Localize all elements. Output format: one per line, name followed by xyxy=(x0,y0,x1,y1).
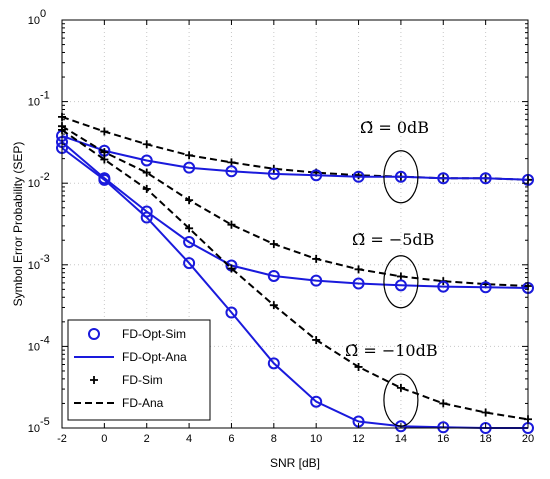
annotation-ellipse xyxy=(383,150,419,204)
legend-label: FD-Ana xyxy=(122,396,164,410)
x-axis-ticks: -2 0 2 4 6 8 10 12 14 16 18 20 xyxy=(57,20,534,445)
y-tick-label: 10 xyxy=(28,15,40,27)
fd-opt-sim-marker xyxy=(437,172,450,185)
y-tick-exponent: -1 xyxy=(40,90,50,102)
y-tick-label: 10 xyxy=(28,260,40,272)
fd-opt-sim-marker xyxy=(394,420,407,433)
x-tick-label: 14 xyxy=(395,433,407,445)
y-axis-title: Symbol Error Probability (SEP) xyxy=(11,142,25,307)
fd-opt-sim-marker xyxy=(183,257,196,270)
fd-opt-sim-marker xyxy=(394,279,407,292)
fd-sim-marker xyxy=(312,254,321,263)
y-tick-exponent: -2 xyxy=(40,171,50,183)
fd-opt-sim-marker xyxy=(352,170,365,183)
y-tick-exponent: -4 xyxy=(40,334,50,346)
y-tick-exponent: -5 xyxy=(40,416,50,428)
legend-circle-icon xyxy=(88,328,100,340)
fd-opt-sim-marker xyxy=(310,274,323,287)
fd-sim-marker xyxy=(142,168,151,177)
y-tick-exponent: -3 xyxy=(40,253,50,265)
fd-opt-sim-marker xyxy=(183,161,196,174)
x-tick-label: 20 xyxy=(522,433,534,445)
x-tick-label: 16 xyxy=(437,433,449,445)
fd-opt-sim-marker xyxy=(437,421,450,434)
fd-opt-sim-marker xyxy=(479,172,492,185)
fd-sim-marker xyxy=(396,272,405,281)
fd-opt-ana-curve xyxy=(61,134,529,181)
legend-plus-icon xyxy=(90,376,98,384)
x-tick-label: 6 xyxy=(228,433,234,445)
fd-opt-ana-curve xyxy=(61,147,528,429)
fd-opt-sim-marker xyxy=(267,167,280,180)
x-axis-title: SNR [dB] xyxy=(270,456,320,470)
fd-opt-sim-marker xyxy=(310,169,323,182)
omega-annotation: Ω̃ = −10dB xyxy=(345,341,438,360)
fd-sim-marker xyxy=(396,383,405,392)
fd-ana-curve xyxy=(61,115,529,181)
fd-opt-sim-marker xyxy=(479,281,492,294)
annotation-labels: Ω̃ = 0dB Ω̃ = −5dB Ω̃ = −10dB xyxy=(345,118,438,360)
fd-opt-sim-marker xyxy=(140,154,153,167)
y-tick-label: 10 xyxy=(28,341,40,353)
fd-sim-marker xyxy=(100,148,109,157)
fd-sim-marker xyxy=(269,301,278,310)
y-tick-label: 10 xyxy=(28,423,40,435)
x-tick-label: -2 xyxy=(57,433,67,445)
grid-lines xyxy=(62,20,528,428)
fd-sim-marker xyxy=(142,184,151,193)
fd-sim-marker xyxy=(227,158,236,167)
fd-opt-sim-marker xyxy=(394,170,407,183)
fd-opt-sim-marker xyxy=(352,277,365,290)
fd-sim-marker xyxy=(439,399,448,408)
fd-sim-marker xyxy=(354,265,363,274)
fd-sim-marker xyxy=(354,362,363,371)
x-tick-label: 12 xyxy=(352,433,364,445)
x-tick-label: 0 xyxy=(101,433,107,445)
fd-opt-sim-marker xyxy=(98,173,111,186)
fd-sim-marker xyxy=(142,140,151,149)
legend: FD-Opt-Sim FD-Opt-Ana FD-Sim FD-Ana xyxy=(67,319,211,421)
fd-opt-ana-curve xyxy=(61,141,529,289)
fd-opt-sim-marker xyxy=(225,165,238,178)
x-tick-label: 2 xyxy=(144,433,150,445)
fd-sim-marker xyxy=(312,335,321,344)
legend-label: FD-Opt-Ana xyxy=(122,350,187,364)
plot-frame xyxy=(61,19,529,429)
fd-sim-marker xyxy=(185,151,194,160)
fd-sim-marker xyxy=(227,264,236,273)
fd-ana-curve xyxy=(61,125,529,287)
omega-annotation: Ω̃ = −5dB xyxy=(352,230,434,249)
fd-ana-curve xyxy=(61,129,529,421)
fd-opt-sim-marker xyxy=(140,211,153,224)
fd-opt-sim-marker xyxy=(437,280,450,293)
fd-opt-sim-marker xyxy=(225,306,238,319)
fd-sim-marker xyxy=(185,196,194,205)
x-tick-label: 10 xyxy=(310,433,322,445)
fd-sim-marker xyxy=(269,239,278,248)
fd-sim-marker xyxy=(185,224,194,233)
fd-sim-marker xyxy=(100,127,109,136)
y-tick-label: 10 xyxy=(28,178,40,190)
annotation-ellipse xyxy=(383,255,419,309)
fd-opt-sim-marker xyxy=(267,269,280,282)
fd-opt-sim-marker xyxy=(310,395,323,408)
fd-opt-sim-marker xyxy=(183,236,196,249)
omega-annotation: Ω̃ = 0dB xyxy=(360,118,429,137)
fd-opt-sim-marker xyxy=(267,357,280,370)
fd-sim-marker xyxy=(100,155,109,164)
x-tick-label: 18 xyxy=(480,433,492,445)
annotation-ellipses xyxy=(383,150,419,427)
fd-sim-marker xyxy=(481,408,490,417)
x-tick-label: 8 xyxy=(271,433,277,445)
y-tick-label: 10 xyxy=(28,97,40,109)
legend-label: FD-Sim xyxy=(122,373,163,387)
y-tick-exponent: 0 xyxy=(40,8,46,20)
x-tick-label: 4 xyxy=(186,433,192,445)
legend-label: FD-Opt-Sim xyxy=(122,327,186,341)
fd-sim-marker xyxy=(227,220,236,229)
